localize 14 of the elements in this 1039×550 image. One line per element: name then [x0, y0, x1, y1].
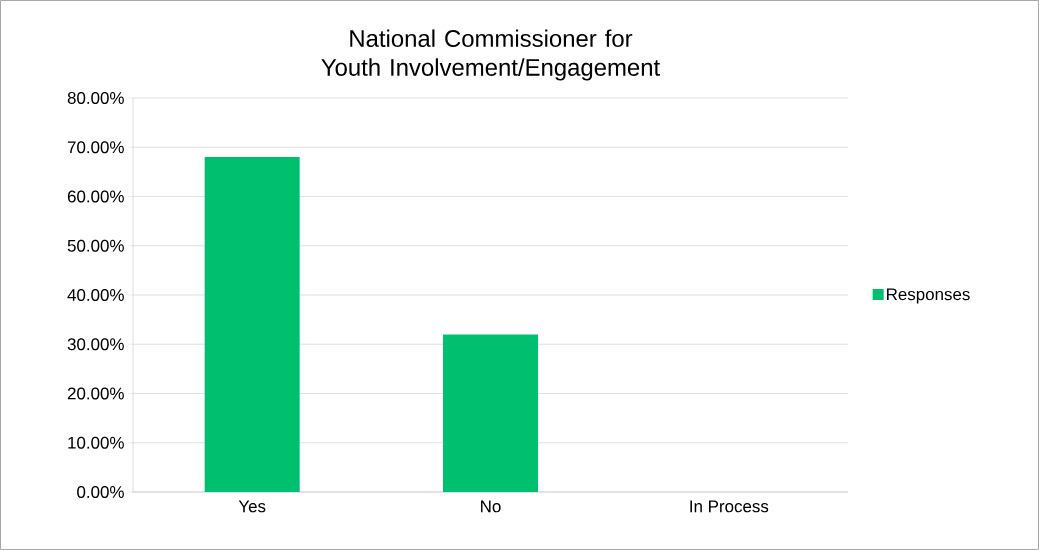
x-tick-label: Yes: [238, 500, 266, 513]
x-tick-label: No: [481, 500, 501, 513]
y-tick-label: 10.00%: [68, 436, 124, 449]
y-tick-label: 0.00%: [77, 485, 124, 498]
y-tick-label: 50.00%: [67, 239, 124, 252]
y-tick-label: 20.00%: [67, 387, 124, 400]
y-tick-label: 30.00%: [67, 338, 124, 351]
y-tick-label: 60.00%: [67, 190, 124, 203]
y-tick-label: 70.00%: [67, 141, 124, 154]
x-tick-label: In Process: [690, 500, 769, 513]
y-tick-label: 40.00%: [67, 288, 124, 301]
legend-label: Responses: [887, 288, 970, 304]
y-tick-label: 80.00%: [67, 91, 124, 104]
chart-title: National Commissioner for Youth Involvement/Engagement: [321, 29, 660, 81]
